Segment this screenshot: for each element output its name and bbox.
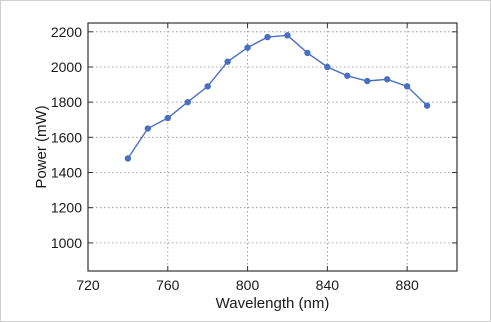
data-point: [364, 78, 370, 84]
data-point: [424, 102, 430, 108]
series-line: [128, 35, 427, 158]
y-tick-label: 1400: [51, 165, 82, 181]
data-point: [344, 73, 350, 79]
y-tick-label: 2000: [51, 59, 82, 75]
y-tick-label: 1200: [51, 200, 82, 216]
data-point: [264, 34, 270, 40]
y-tick-label: 1800: [51, 94, 82, 110]
y-tick-label: 1600: [51, 129, 82, 145]
data-point: [224, 58, 230, 64]
data-point: [324, 64, 330, 70]
tick-labels: 720 760 800 840 880 1000 1200 1400 1600 1800 2000 2…: [51, 24, 419, 293]
series: [125, 32, 431, 162]
x-tick-label: 880: [395, 277, 419, 293]
data-point: [165, 115, 171, 121]
data-point: [185, 99, 191, 105]
x-axis-title: Wavelength (nm): [216, 295, 330, 312]
data-point: [204, 83, 210, 89]
data-point: [384, 76, 390, 82]
y-tick-label: 1000: [51, 235, 82, 251]
data-point: [145, 125, 151, 131]
data-point: [244, 44, 250, 50]
x-tick-label: 760: [156, 277, 180, 293]
x-tick-label: 720: [76, 277, 100, 293]
data-point: [404, 83, 410, 89]
axis-ticks: [88, 23, 457, 271]
y-axis-title: Power (mW): [33, 105, 50, 188]
y-tick-label: 2200: [51, 24, 82, 40]
grid: [88, 23, 457, 271]
plot-area: [88, 23, 457, 271]
data-point: [284, 32, 290, 38]
x-tick-label: 800: [236, 277, 260, 293]
data-point: [125, 155, 131, 161]
data-point: [304, 50, 310, 56]
x-tick-label: 840: [316, 277, 340, 293]
